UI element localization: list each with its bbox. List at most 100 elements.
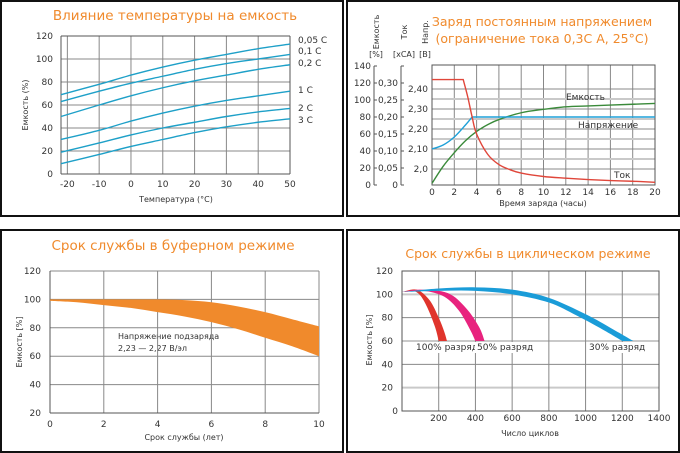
x-tick-label: 0 xyxy=(47,420,53,430)
series-label: Ток xyxy=(613,171,631,181)
capacity-tick-label: 40 xyxy=(360,147,372,157)
x-tick-label: 10 xyxy=(538,188,550,198)
series-label: Напряжение xyxy=(578,121,639,131)
label-bg xyxy=(587,342,645,353)
series-line xyxy=(432,78,656,183)
capacity-band xyxy=(50,299,319,357)
x-tick-label: 1000 xyxy=(574,414,597,424)
plot-border xyxy=(401,270,660,412)
current-tick-label: 0 xyxy=(392,181,398,191)
chart-cycle-title: Срок службы в циклическом режиме xyxy=(405,246,651,261)
axis-title: Напр. xyxy=(421,20,430,44)
x-tick-label: 600 xyxy=(504,414,521,424)
legend-label: 0,2 C xyxy=(298,59,321,69)
y-tick-label: 60 xyxy=(30,352,42,362)
y-tick-label: 40 xyxy=(42,124,54,134)
x-tick-label: -20 xyxy=(60,180,75,190)
legend-label: 2 C xyxy=(298,104,313,114)
y-tick-label: 20 xyxy=(42,147,54,157)
x-tick-label: 12 xyxy=(560,188,571,198)
x-tick-label: 400 xyxy=(467,414,484,424)
capacity-tick-label: 140 xyxy=(354,62,371,72)
capacity-tick-label: 60 xyxy=(360,130,372,140)
chart-cycle-xlabel: Число циклов xyxy=(501,429,559,438)
x-tick-label: 6 xyxy=(209,420,215,430)
y-tick-label: 60 xyxy=(42,101,54,111)
y-tick-label: 80 xyxy=(382,314,394,324)
x-tick-label: 6 xyxy=(496,188,502,198)
y-tick-label: 120 xyxy=(36,32,53,42)
current-tick-label: 0,30 xyxy=(378,79,398,89)
series-label: 100% разряд xyxy=(416,343,478,353)
chart-cycle: 0 20 40 60 80 100 120 200 400 600 800 1000 1200 1400 1… xyxy=(376,267,671,424)
axis-title: Емкость xyxy=(372,14,381,49)
axis-unit: [В] xyxy=(419,50,431,59)
x-tick-label: 10 xyxy=(157,180,169,190)
y-tick-label: 120 xyxy=(24,267,41,277)
y-tick-label: 80 xyxy=(30,324,42,334)
plot-border xyxy=(431,64,656,186)
x-tick-label: 2 xyxy=(451,188,457,198)
chart-float: 20 40 60 80 100 120 0 2 4 6 8 10 xyxy=(24,267,325,430)
y-tick-label: 0 xyxy=(47,170,53,180)
chart-temp-title: Влияние температуры на емкость xyxy=(53,8,297,24)
series-line xyxy=(60,107,291,153)
voltage-tick-label: 2,30 xyxy=(408,105,428,115)
x-tick-label: 8 xyxy=(262,420,268,430)
y-tick-label: 20 xyxy=(382,384,394,394)
current-tick-label: 0,15 xyxy=(378,130,398,140)
x-tick-label: 20 xyxy=(649,188,661,198)
y-tick-label: 60 xyxy=(382,337,394,347)
chart-charge-xlabel: Время заряда (часы) xyxy=(499,199,587,208)
chart-temp-ylabel: Емкость (%) xyxy=(21,80,30,131)
series-line xyxy=(60,43,291,96)
x-tick-label: 40 xyxy=(252,180,264,190)
x-tick-label: 200 xyxy=(430,414,447,424)
series-line xyxy=(431,116,655,150)
legend-label: 0,05 C xyxy=(298,36,327,46)
x-tick-label: 4 xyxy=(155,420,161,430)
chart-charge-subtitle: (ограничение тока 0,3С А, 25°С) xyxy=(436,31,649,46)
chart-cycle-ylabel: Емкость [%] xyxy=(365,315,374,366)
chart-charge: 0 2 4 6 8 10 12 14 16 18 20Емкость[%]Ток[xCA]Напр.… xyxy=(354,14,661,198)
chart-charge-title: Заряд постоянным напряжением xyxy=(432,14,652,29)
y-tick-label: 100 xyxy=(24,295,41,305)
chart-float-title: Срок службы в буферном режиме xyxy=(51,238,294,254)
label-bg xyxy=(475,342,533,353)
axis-unit: [xCA] xyxy=(393,50,415,59)
x-tick-label: 1200 xyxy=(611,414,634,424)
x-tick-label: 30 xyxy=(221,180,233,190)
current-tick-label: 0,05 xyxy=(378,164,398,174)
x-tick-label: 10 xyxy=(313,420,325,430)
cycle-band xyxy=(402,289,447,341)
y-tick-label: 40 xyxy=(382,360,394,370)
axis-unit: [%] xyxy=(369,50,383,59)
legend-label: 0,1 C xyxy=(298,47,321,57)
series-line xyxy=(431,102,656,184)
label-bg xyxy=(414,342,478,353)
y-tick-label: 100 xyxy=(36,55,53,65)
x-tick-label: 14 xyxy=(582,188,594,198)
legend-label: 1 C xyxy=(298,86,313,96)
current-tick-label: 0,10 xyxy=(378,147,398,157)
x-tick-label: 1400 xyxy=(648,414,671,424)
voltage-tick-label: 2,10 xyxy=(408,145,428,155)
x-tick-label: 0 xyxy=(429,188,435,198)
x-tick-label: 800 xyxy=(540,414,557,424)
y-tick-label: 0 xyxy=(392,407,398,417)
x-tick-label: 4 xyxy=(474,188,480,198)
cycle-band xyxy=(402,289,485,341)
x-tick-label: 16 xyxy=(605,188,617,198)
x-tick-label: 8 xyxy=(518,188,524,198)
capacity-tick-label: 100 xyxy=(354,96,371,106)
series-line xyxy=(60,90,291,141)
axis-title: Ток xyxy=(400,25,409,41)
x-tick-label: -10 xyxy=(92,180,107,190)
voltage-tick-label: 2,40 xyxy=(408,85,428,95)
y-tick-label: 100 xyxy=(376,290,393,300)
capacity-tick-label: 120 xyxy=(354,79,371,89)
chart-float-xlabel: Срок службы (лет) xyxy=(144,433,223,442)
series-label: Емкость xyxy=(566,93,605,103)
